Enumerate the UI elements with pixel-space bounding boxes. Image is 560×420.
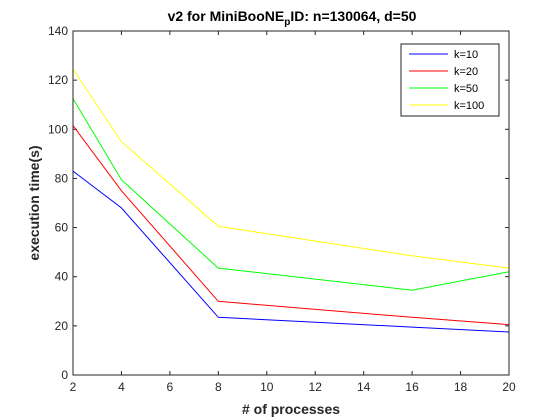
y-ticks: 0 20 40 60 80 100 120 140 xyxy=(48,24,509,382)
series-line-k20 xyxy=(72,125,510,326)
y-tick-label: 40 xyxy=(55,270,69,284)
legend-label: k=50 xyxy=(454,83,478,95)
x-tick-label: 18 xyxy=(454,380,468,394)
x-tick-label: 6 xyxy=(167,380,174,394)
series-line-k10 xyxy=(72,170,510,333)
y-tick-label: 140 xyxy=(48,24,68,38)
series-line-k50 xyxy=(72,98,510,291)
y-tick-label: 20 xyxy=(55,319,69,333)
y-axis-title: execution time(s) xyxy=(26,145,42,260)
x-tick-label: 4 xyxy=(118,380,125,394)
legend-label: k=100 xyxy=(454,100,484,112)
x-tick-label: 12 xyxy=(309,380,323,394)
plot-frame xyxy=(72,30,510,376)
x-axis-title: # of processes xyxy=(242,401,340,417)
chart-title: v2 for MiniBooNEpID: n=130064, d=50 xyxy=(168,8,417,28)
x-ticks: 2 4 6 8 10 12 14 16 18 20 xyxy=(70,31,516,394)
legend: k=10 k=20 k=50 k=100 xyxy=(400,43,500,117)
y-tick-label: 100 xyxy=(48,122,68,136)
y-tick-label: 60 xyxy=(55,221,69,235)
legend-label: k=10 xyxy=(454,49,478,61)
x-tick-label: 2 xyxy=(70,380,77,394)
x-tick-label: 8 xyxy=(215,380,222,394)
legend-box xyxy=(400,43,500,117)
chart-title-subscript: p xyxy=(284,17,290,28)
x-tick-label: 20 xyxy=(502,380,516,394)
y-tick-label: 80 xyxy=(55,171,69,185)
x-tick-label: 10 xyxy=(260,380,274,394)
y-tick-label: 0 xyxy=(61,368,68,382)
legend-label: k=20 xyxy=(454,66,478,78)
y-tick-label: 120 xyxy=(48,73,68,87)
x-tick-label: 16 xyxy=(405,380,419,394)
chart-title-main: v2 for MiniBooNE xyxy=(168,8,285,24)
x-tick-label: 14 xyxy=(357,380,371,394)
chart-title-suffix: ID: n=130064, d=50 xyxy=(290,8,416,24)
series-lines xyxy=(72,68,510,333)
series-line-k100 xyxy=(72,68,510,269)
